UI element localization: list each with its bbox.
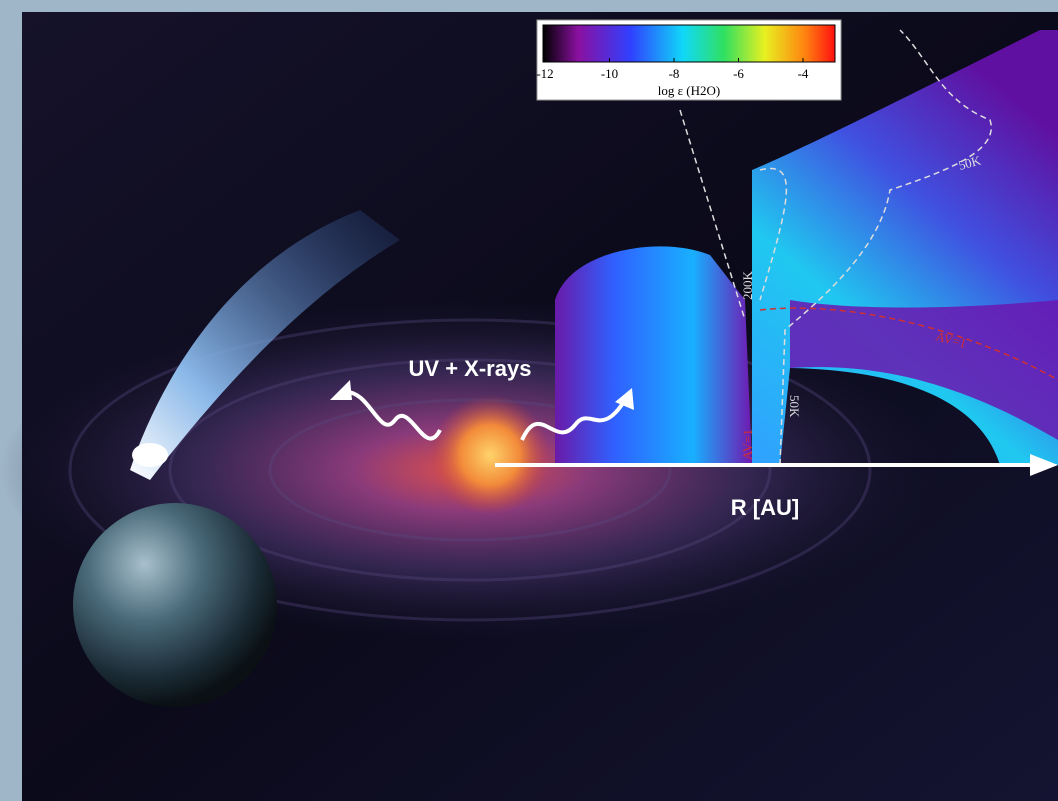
radiation-wave-left [344, 390, 442, 441]
water-region-inner [555, 246, 752, 465]
colorbar-tick-label: -10 [601, 66, 618, 81]
colorbar-tick-label: -8 [669, 66, 680, 81]
contour-label: 50K [957, 152, 983, 172]
contour-label: AV=1 [740, 429, 755, 460]
colorbar-tick-label: -6 [733, 66, 744, 81]
star [430, 395, 550, 515]
colorbar-tick-label: -12 [536, 66, 553, 81]
extinction-contour [759, 307, 1058, 381]
colorbar-label: log ε (H2O) [658, 83, 721, 98]
wave-arrowhead [330, 380, 352, 400]
water-depleted-layer [790, 300, 1058, 440]
axis-label: R [AU] [731, 495, 799, 520]
comet [130, 210, 400, 480]
wave-arrowhead [615, 388, 634, 410]
axis-arrowhead [1030, 454, 1058, 476]
temperature-contours [679, 29, 993, 466]
comet-head [132, 443, 168, 467]
contour-label: 50K [787, 395, 802, 418]
colorbar-tick-label: -4 [798, 66, 809, 81]
planet [73, 503, 277, 707]
colorbar: log ε (H2O) -12 -10 -8 -6 -4 [536, 19, 842, 101]
radiation-wave-right [520, 398, 627, 441]
radiation-label: UV + X-rays [409, 356, 532, 381]
contour-label: 200K [740, 271, 755, 301]
colorbar-gradient [542, 24, 836, 63]
